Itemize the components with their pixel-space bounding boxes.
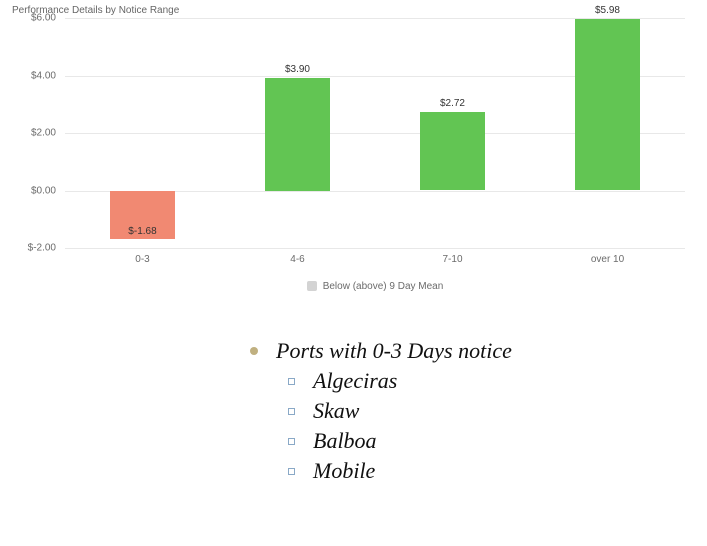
y-tick-label: $2.00 [31, 128, 56, 139]
notes-item: Balboa [313, 428, 377, 454]
y-axis: $-2.00$0.00$2.00$4.00$6.00 [10, 18, 60, 248]
x-tick-label: 0-3 [135, 254, 149, 265]
bar-value-label: $3.90 [265, 64, 330, 75]
legend-swatch-icon [307, 281, 317, 291]
bar-value-label: $-1.68 [110, 226, 175, 237]
bars-group: $-1.68 $3.90 $2.72 $5.98 [65, 18, 685, 248]
notes-item-row: Algeciras [248, 368, 698, 394]
bar: $-1.68 [110, 191, 175, 239]
chart-legend: Below (above) 9 Day Mean [65, 278, 685, 296]
x-tick-label: over 10 [591, 254, 624, 265]
notes-item: Mobile [313, 458, 375, 484]
x-axis: 0-3 4-6 7-10 over 10 [65, 254, 685, 274]
gridline [65, 248, 685, 249]
bar: $3.90 [265, 78, 330, 190]
x-tick-label: 4-6 [290, 254, 304, 265]
disc-bullet-icon [250, 347, 258, 355]
chart-plot: $-2.00$0.00$2.00$4.00$6.00 $-1.68$3.90$2… [10, 18, 700, 288]
y-tick-label: $4.00 [31, 70, 56, 81]
bar: $2.72 [420, 112, 485, 190]
notice-range-bar-chart: Performance Details by Notice Range $-2.… [10, 5, 700, 325]
square-bullet-icon [288, 468, 295, 475]
square-bullet-icon [288, 378, 295, 385]
notes-item-row: Skaw [248, 398, 698, 424]
y-tick-label: $0.00 [31, 185, 56, 196]
notes-heading: Ports with 0-3 Days notice [276, 338, 512, 364]
y-tick-label: $6.00 [31, 13, 56, 24]
notes-item-row: Balboa [248, 428, 698, 454]
notes-item-row: Mobile [248, 458, 698, 484]
plot-area: $-1.68 $3.90 $2.72 $5.98 [65, 18, 685, 248]
square-bullet-icon [288, 438, 295, 445]
bar: $5.98 [575, 19, 640, 191]
notes-heading-row: Ports with 0-3 Days notice [248, 338, 698, 364]
notes-item: Algeciras [313, 368, 397, 394]
legend-label: Below (above) 9 Day Mean [323, 281, 444, 292]
bar-value-label: $2.72 [420, 98, 485, 109]
square-bullet-icon [288, 408, 295, 415]
notes-item: Skaw [313, 398, 359, 424]
bar-value-label: $5.98 [575, 5, 640, 16]
ports-notes: Ports with 0-3 Days notice Algeciras Ska… [248, 334, 698, 488]
x-tick-label: 7-10 [442, 254, 462, 265]
y-tick-label: $-2.00 [28, 243, 56, 254]
